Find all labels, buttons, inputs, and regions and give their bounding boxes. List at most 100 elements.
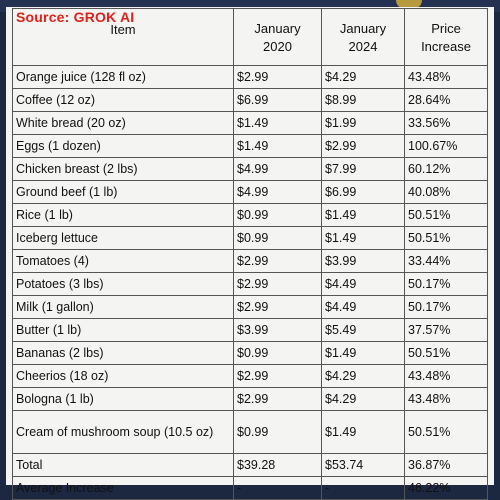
price-2020-cell: $0.99 xyxy=(233,226,322,250)
table-row: Rice (1 lb) $0.99 $1.49 50.51% xyxy=(12,203,488,227)
price-2024-cell: $4.29 xyxy=(321,387,405,411)
price-2024-cell: $1.49 xyxy=(321,341,405,365)
header-january-2024: January 2024 xyxy=(321,8,405,66)
table-row: White bread (20 oz) $1.49 $1.99 33.56% xyxy=(12,111,488,135)
table-row: Milk (1 gallon) $2.99 $4.49 50.17% xyxy=(12,295,488,319)
price-2020-cell: $4.99 xyxy=(233,157,322,181)
item-cell: Milk (1 gallon) xyxy=(12,295,234,319)
table-row: Coffee (12 oz) $6.99 $8.99 28.64% xyxy=(12,88,488,112)
header-item: Item xyxy=(12,8,234,66)
price-2020-cell: $4.99 xyxy=(233,180,322,204)
item-cell: Chicken breast (2 lbs) xyxy=(12,157,234,181)
price-2024-cell: $4.49 xyxy=(321,272,405,296)
price-2024-cell: $3.99 xyxy=(321,249,405,273)
increase-cell: 46.22% xyxy=(404,476,488,500)
header-january-2020-line1: January xyxy=(254,21,301,36)
price-2020-cell: $2.99 xyxy=(233,295,322,319)
price-2024-cell: - xyxy=(321,476,405,500)
seal-emblem xyxy=(396,0,422,9)
price-2020-cell: $2.99 xyxy=(233,272,322,296)
item-cell: Average Increase xyxy=(12,476,234,500)
price-2024-cell: $1.49 xyxy=(321,226,405,250)
item-cell: Tomatoes (4) xyxy=(12,249,234,273)
price-2024-cell: $1.49 xyxy=(321,410,405,454)
increase-cell: 33.56% xyxy=(404,111,488,135)
price-2024-cell: $7.99 xyxy=(321,157,405,181)
increase-cell: 28.64% xyxy=(404,88,488,112)
increase-cell: 36.87% xyxy=(404,453,488,477)
item-cell: Rice (1 lb) xyxy=(12,203,234,227)
table-row: Ground beef (1 lb) $4.99 $6.99 40.08% xyxy=(12,180,488,204)
price-2020-cell: $1.49 xyxy=(233,111,322,135)
increase-cell: 50.51% xyxy=(404,410,488,454)
price-table: Item January 2020 January 2024 Price Inc… xyxy=(12,8,488,500)
header-january-2024-line2: 2024 xyxy=(348,39,378,54)
price-2024-cell: $53.74 xyxy=(321,453,405,477)
table-row: Eggs (1 dozen) $1.49 $2.99 100.67% xyxy=(12,134,488,158)
price-2020-cell: $3.99 xyxy=(233,318,322,342)
item-cell: Eggs (1 dozen) xyxy=(12,134,234,158)
header-january-2020: January 2020 xyxy=(233,8,322,66)
price-2024-cell: $4.49 xyxy=(321,295,405,319)
item-cell: Butter (1 lb) xyxy=(12,318,234,342)
price-2020-cell: $6.99 xyxy=(233,88,322,112)
price-2024-cell: $5.49 xyxy=(321,318,405,342)
table-row: Potatoes (3 lbs) $2.99 $4.49 50.17% xyxy=(12,272,488,296)
price-2024-cell: $1.99 xyxy=(321,111,405,135)
header-price-increase-line2: Increase xyxy=(421,39,471,54)
price-2020-cell: $2.99 xyxy=(233,364,322,388)
item-cell: Cheerios (18 oz) xyxy=(12,364,234,388)
increase-cell: 40.08% xyxy=(404,180,488,204)
header-january-2020-line2: 2020 xyxy=(263,39,292,54)
item-cell: Cream of mushroom soup (10.5 oz) xyxy=(12,410,234,454)
increase-cell: 43.48% xyxy=(404,387,488,411)
item-cell: Bologna (1 lb) xyxy=(12,387,234,411)
total-row: Total $39.28 $53.74 36.87% xyxy=(12,453,488,477)
table-row: Cream of mushroom soup (10.5 oz) $0.99 $1.… xyxy=(12,410,488,454)
table-row: Butter (1 lb) $3.99 $5.49 37.57% xyxy=(12,318,488,342)
price-2024-cell: $2.99 xyxy=(321,134,405,158)
price-2020-cell: $0.99 xyxy=(233,341,322,365)
price-2020-cell: $39.28 xyxy=(233,453,322,477)
increase-cell: 100.67% xyxy=(404,134,488,158)
price-2024-cell: $4.29 xyxy=(321,364,405,388)
source-label: Source: GROK AI xyxy=(16,9,135,25)
increase-cell: 33.44% xyxy=(404,249,488,273)
price-2020-cell: $0.99 xyxy=(233,410,322,454)
table-row: Cheerios (18 oz) $2.99 $4.29 43.48% xyxy=(12,364,488,388)
price-2024-cell: $4.29 xyxy=(321,65,405,89)
price-2020-cell: - xyxy=(233,476,322,500)
average-row: Average Increase - -46.22% xyxy=(12,476,488,500)
table-body: Orange juice (128 fl oz) $2.99 $4.29 43.48%… xyxy=(12,65,488,500)
item-cell: Total xyxy=(12,453,234,477)
table-row: Tomatoes (4) $2.99 $3.99 33.44% xyxy=(12,249,488,273)
header-january-2024-line1: January xyxy=(339,21,387,36)
table-row: Iceberg lettuce $0.99 $1.49 50.51% xyxy=(12,226,488,250)
item-cell: Coffee (12 oz) xyxy=(12,88,234,112)
header-price-increase-line1: Price xyxy=(431,21,461,36)
item-cell: White bread (20 oz) xyxy=(12,111,234,135)
increase-cell: 50.17% xyxy=(404,272,488,296)
table-row: Bananas (2 lbs) $0.99 $1.49 50.51% xyxy=(12,341,488,365)
item-cell: Iceberg lettuce xyxy=(12,226,234,250)
price-2020-cell: $2.99 xyxy=(233,65,322,89)
table-row: Chicken breast (2 lbs) $4.99 $7.99 60.12% xyxy=(12,157,488,181)
increase-cell: 60.12% xyxy=(404,157,488,181)
item-cell: Orange juice (128 fl oz) xyxy=(12,65,234,89)
price-2020-cell: $1.49 xyxy=(233,134,322,158)
increase-cell: 43.48% xyxy=(404,364,488,388)
price-2024-cell: $6.99 xyxy=(321,180,405,204)
table-row: Orange juice (128 fl oz) $2.99 $4.29 43.48% xyxy=(12,65,488,89)
increase-cell: 43.48% xyxy=(404,65,488,89)
increase-cell: 37.57% xyxy=(404,318,488,342)
item-cell: Bananas (2 lbs) xyxy=(12,341,234,365)
table-row: Bologna (1 lb) $2.99 $4.29 43.48% xyxy=(12,387,488,411)
increase-cell: 50.51% xyxy=(404,203,488,227)
increase-cell: 50.51% xyxy=(404,341,488,365)
increase-cell: 50.51% xyxy=(404,226,488,250)
table-header: Item January 2020 January 2024 Price Inc… xyxy=(12,8,488,66)
price-2020-cell: $2.99 xyxy=(233,387,322,411)
header-row: Item January 2020 January 2024 Price Inc… xyxy=(12,8,488,66)
item-cell: Potatoes (3 lbs) xyxy=(12,272,234,296)
price-2020-cell: $0.99 xyxy=(233,203,322,227)
